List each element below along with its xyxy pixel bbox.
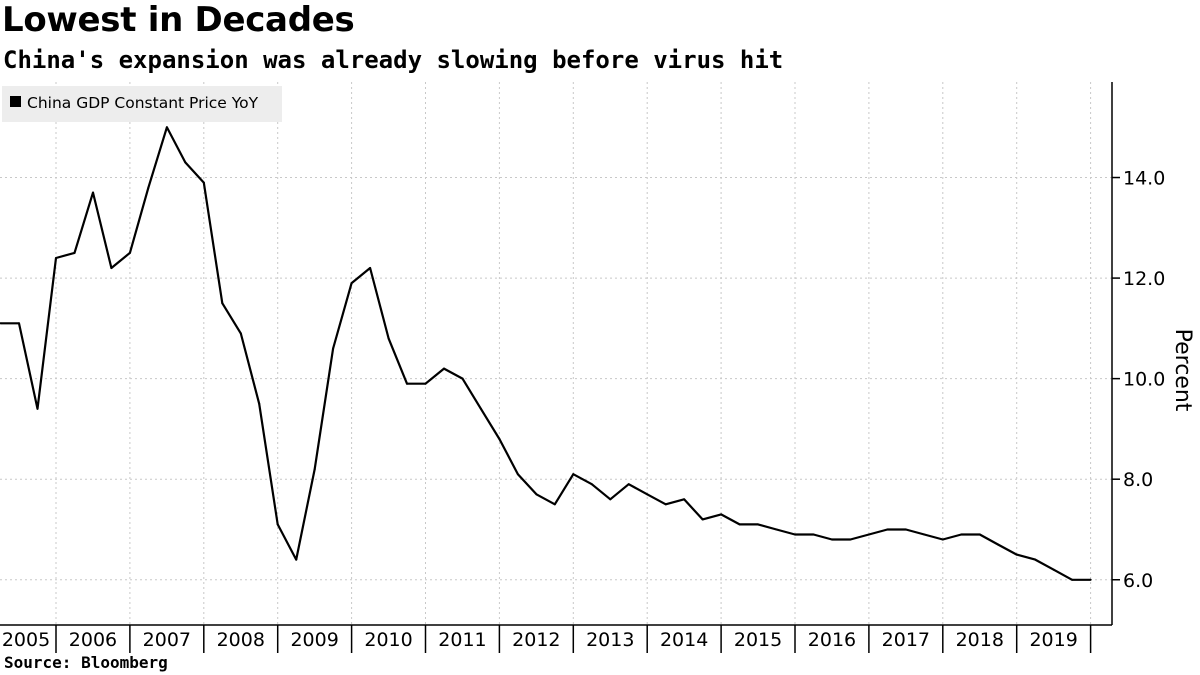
y-tick-label: 14.0: [1123, 168, 1165, 190]
legend-label: China GDP Constant Price YoY: [27, 94, 259, 112]
x-tick-label: 2010: [364, 629, 412, 651]
data-point: [479, 407, 482, 410]
y-axis-ticks: 6.0 8.0 10.0 12.0 14.0: [1112, 168, 1165, 592]
data-point: [461, 377, 464, 380]
data-point: [350, 282, 353, 285]
data-point: [147, 186, 150, 189]
data-point: [646, 493, 649, 496]
data-point: [1071, 578, 1074, 581]
source-note: Source: Bloomberg: [4, 653, 168, 672]
data-point: [92, 191, 94, 194]
data-point: [1034, 558, 1037, 561]
x-tick-label: 2016: [808, 629, 856, 651]
x-tick-label: 2013: [586, 629, 634, 651]
x-tick-label: 2011: [438, 629, 486, 651]
data-point: [73, 251, 76, 254]
data-point: [997, 543, 1000, 546]
data-point: [812, 533, 815, 536]
x-tick-label: 2014: [660, 629, 708, 651]
data-point: [664, 503, 667, 506]
data-point: [757, 523, 759, 526]
data-point: [443, 367, 445, 370]
x-tick-label: 2018: [956, 629, 1004, 651]
data-point: [313, 468, 316, 471]
data-point: [831, 538, 833, 541]
legend: China GDP Constant Price YoY: [2, 86, 282, 122]
data-point: [516, 473, 519, 476]
data-point: [0, 322, 2, 325]
data-point: [498, 438, 501, 440]
y-tick-label: 10.0: [1123, 369, 1165, 391]
data-point: [36, 407, 39, 410]
data-point: [960, 533, 963, 536]
grid-lines: [0, 82, 1112, 625]
data-point: [387, 337, 390, 340]
x-tick-label: 2008: [217, 629, 265, 651]
chart-title: Lowest in Decades: [2, 0, 355, 40]
data-point: [1052, 568, 1055, 571]
data-point: [369, 267, 372, 269]
data-point: [720, 513, 723, 516]
data-point: [1015, 553, 1018, 556]
data-point: [886, 528, 889, 531]
data-point: [184, 161, 187, 164]
axes: [0, 82, 1113, 626]
x-tick-label: 2005: [2, 629, 50, 651]
data-point: [923, 533, 926, 536]
data-point: [1089, 578, 1092, 581]
x-tick-label: 2007: [143, 629, 191, 651]
data-point: [221, 302, 224, 305]
data-point: [609, 498, 612, 501]
data-point: [258, 402, 261, 405]
data-point: [867, 533, 870, 536]
x-tick-label: 2015: [734, 629, 782, 651]
data-point: [165, 126, 168, 129]
data-point: [572, 473, 575, 476]
x-tick-label: 2019: [1029, 629, 1077, 651]
y-tick-label: 12.0: [1123, 268, 1165, 290]
x-tick-label: 2009: [290, 629, 338, 651]
y-axis-title: Percent: [1170, 329, 1195, 412]
x-tick-label: 2006: [69, 629, 117, 651]
data-point: [904, 528, 907, 531]
legend-swatch: [10, 96, 21, 107]
legend-background: [2, 86, 282, 122]
y-tick-label: 6.0: [1123, 570, 1153, 592]
data-point: [239, 332, 242, 335]
data-point: [424, 382, 427, 385]
data-point: [794, 533, 796, 536]
y-tick-label: 8.0: [1123, 469, 1153, 491]
data-point: [110, 267, 113, 269]
data-point: [627, 483, 630, 486]
data-point: [406, 382, 408, 385]
x-tick-label: 2017: [882, 629, 930, 651]
data-point: [941, 538, 944, 541]
data-point: [849, 538, 852, 541]
data-point: [978, 533, 981, 536]
data-point: [276, 523, 279, 526]
data-point: [202, 181, 205, 184]
data-point: [535, 493, 538, 496]
series-line-china-gdp: [0, 126, 1091, 581]
data-point: [128, 251, 131, 254]
x-axis-ticks: 2005 2006 2007 2008 2009 2010 2011 2012 2013 2014…: [2, 625, 1092, 653]
data-point: [295, 558, 298, 561]
data-point: [332, 347, 335, 350]
data-point: [775, 528, 778, 531]
data-point: [701, 518, 704, 521]
series-layer: [0, 126, 1092, 581]
data-point: [738, 523, 741, 526]
data-point: [590, 483, 593, 486]
data-point: [18, 322, 20, 325]
data-point: [55, 257, 57, 259]
data-point: [683, 498, 686, 501]
x-tick-label: 2012: [512, 629, 560, 651]
data-point: [553, 503, 556, 506]
chart-subtitle: China's expansion was already slowing be…: [3, 46, 784, 74]
